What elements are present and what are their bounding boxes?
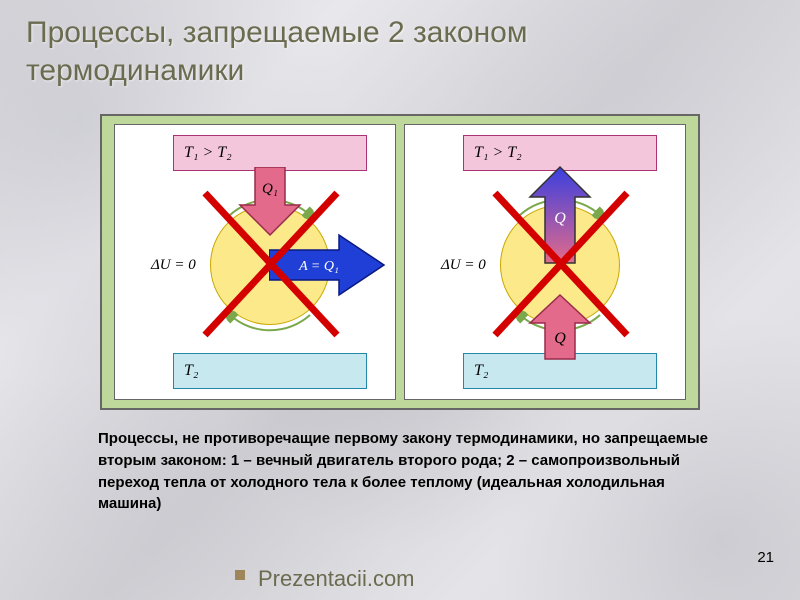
slide-title: Процессы, запрещаемые 2 законом термодин… (26, 14, 528, 89)
hot-label: T₁ > T₂ (464, 144, 522, 162)
heat-arrow-bottom: Q (520, 293, 600, 363)
cold-label: T₂ (174, 362, 198, 380)
delta-u-label-left: ΔU = 0 (151, 257, 196, 274)
footer-link[interactable]: Prezentacii.com (258, 566, 415, 592)
q-bot-label: Q (554, 330, 566, 347)
diagram-panel-right: T₁ > T₂ T₂ ΔU = 0 Q Q (404, 124, 686, 400)
cold-label: T₂ (464, 362, 488, 380)
diagram-panel-left: T₁ > T₂ T₂ ΔU = 0 Q₁ A = Q₁ (114, 124, 396, 400)
heat-arrow-top: Q (520, 165, 600, 265)
bullet-icon (235, 570, 245, 580)
title-line1: Процессы, запрещаемые 2 законом (26, 14, 528, 52)
hot-reservoir-left: T₁ > T₂ (173, 135, 367, 171)
work-arrow: A = Q₁ (269, 230, 389, 300)
diagram-frame: T₁ > T₂ T₂ ΔU = 0 Q₁ A = Q₁ T (100, 114, 700, 410)
hot-label: T₁ > T₂ (174, 144, 232, 162)
caption-text: Процессы, не противоречащие первому зако… (98, 428, 708, 515)
page-number: 21 (757, 549, 774, 566)
delta-u-label-right: ΔU = 0 (441, 257, 486, 274)
cold-reservoir-left: T₂ (173, 353, 367, 389)
heat-arrow-q1: Q₁ (230, 167, 310, 237)
q-top-label: Q (554, 210, 566, 227)
q1-label: Q₁ (262, 181, 278, 197)
work-label: A = Q₁ (298, 259, 339, 274)
title-line2: термодинамики (26, 52, 528, 90)
